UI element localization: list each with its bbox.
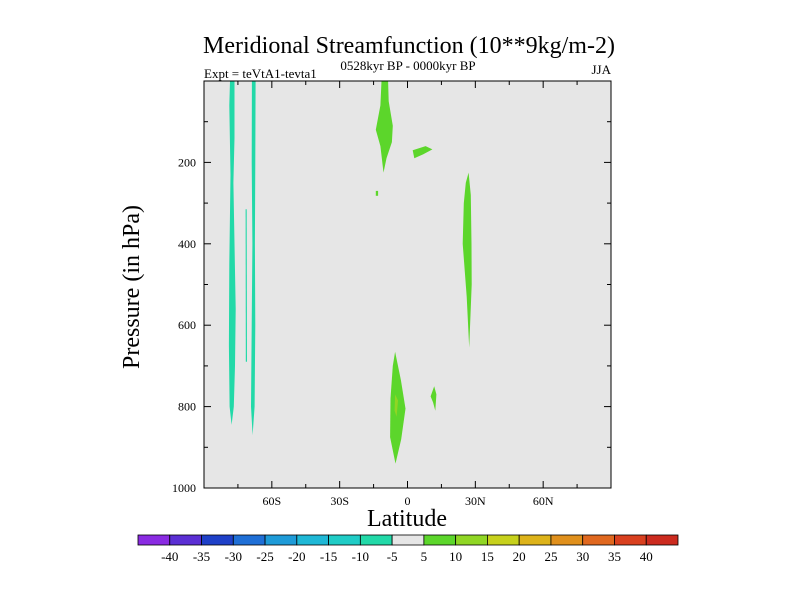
y-tick-label: 1000 <box>172 481 196 495</box>
x-axis-label: Latitude <box>367 506 447 532</box>
colorbar-box-10 <box>423 534 457 546</box>
x-tick-label: 60S <box>262 494 281 508</box>
contour-region-9 <box>394 394 398 417</box>
colorbar-label: -40 <box>161 549 178 564</box>
colorbar-label: -15 <box>320 549 337 564</box>
chart-title: Meridional Streamfunction (10**9kg/m-2) <box>203 33 615 59</box>
colorbar-label: 35 <box>608 549 621 564</box>
colorbar-box-17 <box>645 534 679 546</box>
colorbar-label: -5 <box>387 549 398 564</box>
colorbar-box-3 <box>201 534 234 546</box>
x-tick-label: 30N <box>465 494 486 508</box>
colorbar-label: -30 <box>225 549 242 564</box>
contour-region-8 <box>390 351 406 464</box>
contour-region-6 <box>375 190 379 196</box>
y-tick-label: 400 <box>178 237 196 251</box>
center-subtitle: 0528kyr BP - 0000kyr BP <box>340 58 475 73</box>
contour-region-5 <box>412 146 433 159</box>
colorbar-box-6 <box>296 534 329 546</box>
plot-area <box>204 81 611 488</box>
y-tick-label: 800 <box>178 400 196 414</box>
contour-region-2 <box>251 81 256 436</box>
colorbar-box-7 <box>328 534 361 546</box>
colorbar-label: 15 <box>481 549 494 564</box>
colorbar-box-5 <box>264 534 298 546</box>
colorbar-label: 25 <box>544 549 557 564</box>
colorbar-box-15 <box>582 534 615 546</box>
colorbar-box-16 <box>614 534 647 546</box>
colorbar-label: 40 <box>640 549 653 564</box>
x-tick-label: 30S <box>330 494 349 508</box>
colorbar-label: 5 <box>421 549 428 564</box>
colorbar-box-11 <box>455 534 488 546</box>
colorbar-box-1 <box>137 534 171 546</box>
y-tick-label: 600 <box>178 318 196 332</box>
colorbar-box-2 <box>169 534 202 546</box>
x-tick-label: 0 <box>405 494 411 508</box>
right-subtitle: JJA <box>591 62 611 77</box>
colorbar-label: 30 <box>576 549 589 564</box>
colorbar-box-4 <box>232 534 266 546</box>
colorbar-box-14 <box>550 534 584 546</box>
colorbar-box-9 <box>391 534 425 546</box>
colorbar-label: -25 <box>256 549 273 564</box>
colorbar-label: 10 <box>449 549 462 564</box>
contour-region-10 <box>430 386 437 411</box>
colorbar-label: -35 <box>193 549 210 564</box>
y-tick-label: 200 <box>178 155 196 169</box>
contour-region-4 <box>375 81 393 173</box>
colorbar-box-8 <box>359 534 393 546</box>
contour-region-1 <box>228 81 236 425</box>
left-subtitle: Expt = teVtA1-tevta1 <box>204 66 317 81</box>
contour-region-7 <box>462 172 472 348</box>
colorbar-label: -20 <box>288 549 305 564</box>
colorbar-box-13 <box>518 534 552 546</box>
colorbar-label: -10 <box>352 549 369 564</box>
colorbar-label: 20 <box>513 549 526 564</box>
y-axis-label: Pressure (in hPa) <box>119 205 145 369</box>
contour-region-3 <box>245 209 247 362</box>
axes: 60S 30S 0 30N 60N 200 400 600 800 1000 <box>172 80 612 508</box>
colorbar-box-12 <box>487 534 520 546</box>
x-tick-label: 60N <box>533 494 554 508</box>
plot-background <box>204 81 611 488</box>
colorbar: -40 -35 -30 -25 -20 -15 -10 -5 5 10 15 20 25 30 35 40 <box>137 534 679 564</box>
